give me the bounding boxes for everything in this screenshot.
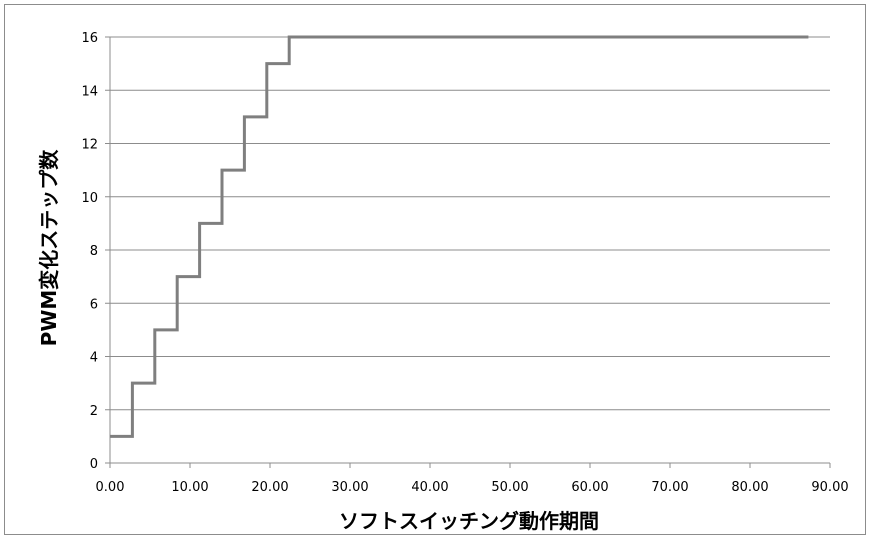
gridlines: [110, 36, 830, 411]
x-tick-label: 50.00: [491, 480, 528, 495]
y-tick-label: 6: [90, 297, 98, 312]
series-line: [110, 35, 809, 438]
y-tick-label: 0: [90, 457, 98, 472]
x-tick-label: 10.00: [171, 480, 208, 495]
x-tick-label: 70.00: [651, 480, 688, 495]
chart-frame: [4, 4, 866, 535]
tick-labels: 0 2 4 6 8 10 12 14 16 0.00 10.00 20.00 30.00 40.00 50.…: [81, 31, 848, 495]
y-tick-label: 14: [81, 84, 98, 99]
x-tick-label: 80.00: [731, 480, 768, 495]
y-tick-label: 16: [81, 31, 98, 46]
axes: [105, 36, 831, 468]
x-axis-title: ソフトスイッチング動作期間: [339, 509, 599, 533]
y-tick-label: 10: [81, 191, 98, 206]
x-tick-label: 40.00: [411, 480, 448, 495]
x-tick-label: 20.00: [251, 480, 288, 495]
x-tick-label: 60.00: [571, 480, 608, 495]
x-tick-label: 90.00: [811, 480, 848, 495]
x-tick-label: 30.00: [331, 480, 368, 495]
series-layer: [110, 35, 809, 438]
y-tick-label: 4: [90, 351, 98, 366]
y-tick-label: 12: [81, 138, 98, 153]
x-tick-label: 0.00: [96, 480, 125, 495]
y-tick-label: 8: [90, 244, 98, 259]
y-tick-label: 2: [90, 404, 98, 419]
y-axis-title: PWM変化ステップ数: [37, 149, 61, 347]
